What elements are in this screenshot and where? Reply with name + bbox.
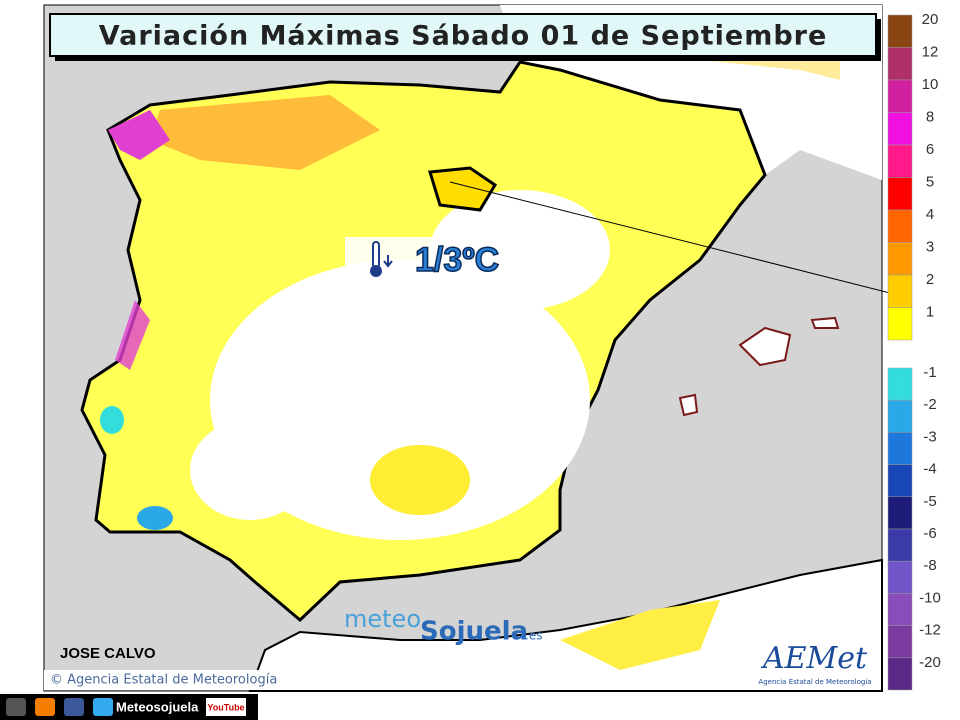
legend-swatch	[887, 496, 913, 530]
legend-label: -6	[923, 525, 936, 542]
legend-swatch	[887, 14, 913, 48]
legend-swatch	[887, 625, 913, 659]
ibiza	[678, 393, 699, 417]
legend-swatch	[887, 528, 913, 562]
warm-zone	[150, 95, 380, 170]
instagram-icon[interactable]	[6, 698, 26, 716]
legend-label: 8	[926, 108, 934, 125]
brand-name: Sojuela	[420, 617, 528, 647]
legend-swatch	[887, 593, 913, 626]
cool-zone	[137, 506, 173, 530]
legend-swatch	[887, 144, 913, 178]
title-box	[49, 13, 877, 57]
legend-label: -1	[923, 364, 936, 381]
legend-label: 5	[926, 173, 934, 190]
legend-swatch	[887, 242, 913, 276]
legend-label: -5	[923, 493, 936, 510]
legend-label: -12	[919, 622, 941, 639]
legend-label: -2	[923, 396, 936, 413]
aemet-box	[750, 630, 880, 688]
down-arrow	[383, 255, 393, 268]
facebook-icon[interactable]	[64, 698, 84, 716]
legend-label: -3	[923, 428, 936, 445]
legend-label: -10	[919, 589, 941, 606]
legend-swatch	[887, 112, 913, 146]
legend-label: 4	[926, 206, 934, 223]
annotation: 1/3ºC	[415, 241, 499, 279]
legend-swatch	[887, 399, 913, 433]
twitter-icon[interactable]	[93, 698, 113, 716]
thermometer	[372, 241, 380, 269]
copyright: © Agencia Estatal de Meteorología	[50, 673, 277, 688]
legend-swatch	[887, 560, 913, 594]
aemet-caption: Agencia Estatal de Meteorología	[758, 678, 871, 686]
mallorca	[738, 326, 792, 367]
legend-label: -4	[923, 461, 936, 478]
hot-zone	[108, 110, 170, 160]
copyright-box	[44, 670, 286, 690]
legend-swatch	[887, 209, 913, 243]
menorca	[810, 316, 840, 329]
legend-label: -8	[923, 557, 936, 574]
legend-label: 1	[926, 303, 934, 320]
legend-label: 12	[922, 43, 939, 60]
legend-label: 2	[926, 271, 934, 288]
legend-swatch	[887, 464, 913, 498]
warm-zone	[370, 445, 470, 515]
pointer-line	[449, 181, 899, 296]
aemet-logo: AEMet	[760, 641, 868, 676]
title: Variación Máximas Sábado 01 de Septiembr…	[99, 21, 828, 52]
legend: 20 12 10 8 6 5 4 3 2 1 -1 -2 -3 -4 -5 -6 -8 -10 -12 -20	[887, 11, 941, 691]
neutral-zone	[190, 420, 310, 520]
brand-prefix: meteo	[344, 605, 421, 633]
legend-swatch	[887, 79, 913, 113]
cool-zone	[100, 406, 124, 434]
social-account[interactable]: Meteosojuela	[116, 699, 199, 714]
legend-swatch	[887, 432, 913, 465]
legend-swatch	[887, 47, 913, 81]
legend-swatch	[887, 307, 913, 341]
legend-label: -20	[919, 654, 941, 671]
legend-swatch	[887, 274, 913, 308]
la-rioja	[428, 166, 498, 212]
legend-label: 3	[926, 238, 934, 255]
legend-label: 10	[922, 76, 939, 93]
legend-label: 6	[926, 141, 934, 158]
legend-swatch	[887, 657, 913, 691]
thermometer-bulb	[370, 265, 382, 277]
brand-suffix: .es	[525, 629, 542, 643]
youtube-icon[interactable]	[206, 698, 246, 716]
legend-swatch	[887, 177, 913, 211]
africa-warm	[560, 600, 720, 670]
legend-label: 20	[922, 11, 939, 28]
africa	[248, 558, 883, 692]
legend-swatch	[887, 367, 913, 401]
blogger-icon[interactable]	[35, 698, 55, 716]
author: JOSE CALVO	[60, 645, 156, 662]
youtube-label[interactable]: YouTube	[207, 702, 244, 712]
hot-zone	[115, 300, 150, 370]
